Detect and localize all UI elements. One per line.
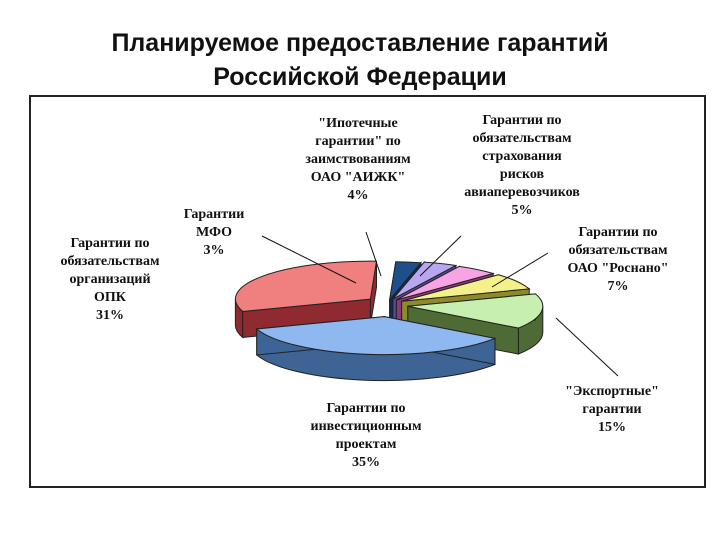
slice-5-top: [396, 265, 496, 301]
slice-4-label-line-2: гарантии" по: [315, 134, 401, 149]
slice-3-top: [388, 261, 422, 302]
slice-4-label-line-3: заимствованиям: [305, 152, 411, 167]
slice-5-label-line-2: обязательствам: [472, 131, 571, 146]
slice-2-label: Гарантии по обязательствам организаций ОПК 3…: [60, 236, 159, 323]
slice-1-label-line-3: проектам: [336, 437, 397, 452]
slice-5-label: Гарантии по обязательствам страхования риск…: [464, 113, 580, 218]
slice-4-label-line-4: ОАО "АИЖК": [311, 170, 406, 185]
slice-7-label-line-1: "Экспортные": [565, 384, 659, 399]
slice-5-label-line-3: страхования: [482, 149, 562, 164]
slide-title: Планируемое предоставление гарантий Росс…: [0, 26, 720, 94]
slice-6-label-line-1: Гарантии по: [578, 225, 657, 240]
slice-4-label-line-1: "Ипотечные: [318, 116, 397, 131]
slice-6-label-line-3: ОАО "Роснано": [567, 261, 668, 276]
slice-4-label-line-5: 4%: [348, 188, 369, 203]
slice-1-label: Гарантии по инвестиционным проектам 35%: [311, 401, 422, 470]
slice-3-label: Гарантии МФО 3%: [184, 207, 245, 258]
title-line-1: Планируемое предоставление гарантий: [111, 29, 609, 57]
slice-1-label-line-4: 35%: [352, 455, 380, 470]
pie-tops: [234, 260, 544, 356]
title-line-2: Российской Федерации: [213, 63, 507, 91]
slice-5-label-line-1: Гарантии по: [482, 113, 561, 128]
slice-1-top: [255, 316, 497, 356]
slice-6-label: Гарантии по обязательствам ОАО "Роснано" 7%: [567, 225, 668, 294]
slice-6-label-line-2: обязательствам: [568, 243, 667, 258]
slice-3-label-line-3: 3%: [204, 243, 225, 258]
slice-5-leader-line: [419, 235, 462, 277]
leader-lines: [261, 231, 619, 377]
slice-1-label-line-1: Гарантии по: [326, 401, 405, 416]
slice-5-label-line-6: 5%: [512, 203, 533, 218]
slice-6-label-line-4: 7%: [608, 279, 629, 294]
slice-7-leader-line: [555, 317, 619, 377]
slice-7-label-line-2: гарантии: [582, 402, 641, 417]
slice-4-label: "Ипотечные гарантии" по заимствованиям ОАО …: [305, 116, 411, 203]
slice-7-top: [407, 293, 544, 329]
slice-4-top: [392, 261, 458, 300]
slice-6-leader-line: [491, 252, 549, 288]
slice-3-label-line-1: Гарантии: [184, 207, 245, 222]
slice-1-label-line-2: инвестиционным: [311, 419, 422, 434]
slice-2-label-line-2: обязательствам: [60, 254, 159, 269]
slice-2-label-line-3: организаций: [69, 272, 150, 287]
slice-2-label-line-4: ОПК: [94, 290, 127, 305]
slice-6-top: [401, 274, 531, 302]
slice-2-label-line-1: Гарантии по: [70, 236, 149, 251]
slice-5-label-line-5: авиаперевозчиков: [464, 185, 580, 200]
slice-7-label-line-3: 15%: [598, 420, 626, 435]
slice-3-label-line-2: МФО: [196, 225, 232, 240]
slice-2-top: [234, 260, 378, 312]
slice-3-leader-line: [261, 235, 357, 284]
slice-5-label-line-4: рисков: [500, 167, 545, 182]
slice-labels: Гарантии по инвестиционным проектам 35%Гара…: [60, 113, 668, 470]
slice-7-label: "Экспортные" гарантии 15%: [565, 384, 659, 435]
slice-2-label-line-5: 31%: [96, 308, 124, 323]
slice-4-leader-line: [365, 231, 382, 277]
